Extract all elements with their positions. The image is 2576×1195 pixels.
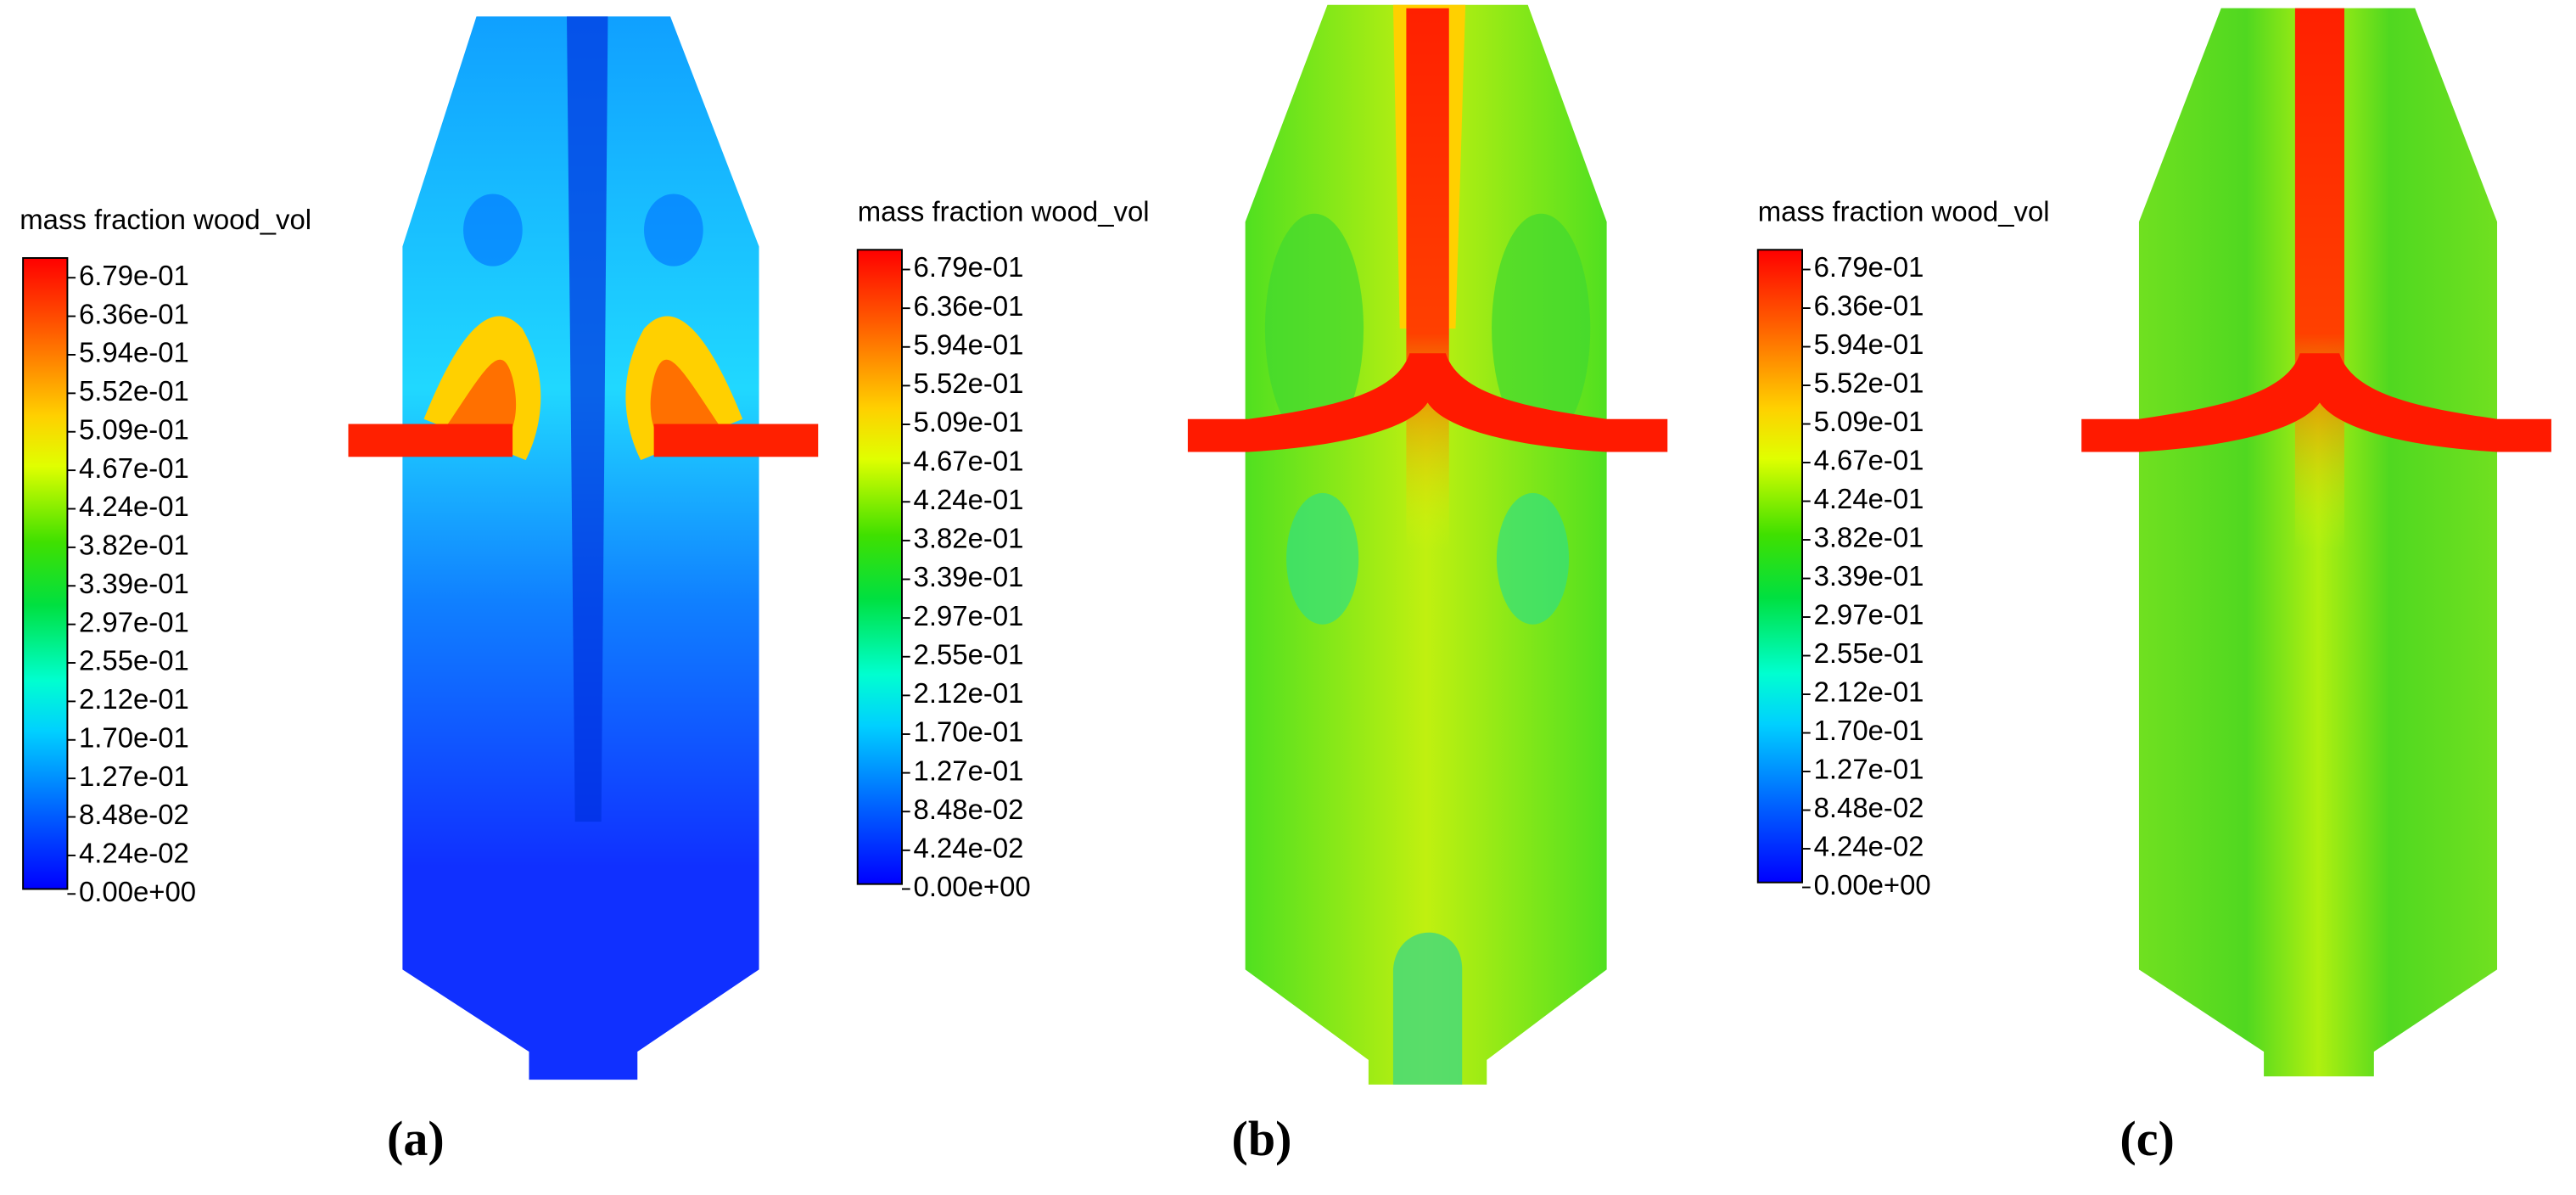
colorbar-label: 2.12e-01 bbox=[1814, 676, 1924, 708]
colorbar-label: 4.24e-01 bbox=[914, 484, 1024, 515]
colorbar-label: 1.70e-01 bbox=[79, 721, 189, 753]
colorbar-label: 4.67e-01 bbox=[1814, 445, 1924, 476]
colorbar-label: 2.97e-01 bbox=[1814, 599, 1924, 631]
colorbar-label: 4.67e-01 bbox=[79, 452, 189, 484]
colorbar-label: 5.94e-01 bbox=[914, 328, 1024, 360]
colorbar-label: 2.12e-01 bbox=[79, 683, 189, 715]
colorbar-label: 4.67e-01 bbox=[914, 445, 1024, 476]
colorbar-label: 6.79e-01 bbox=[1814, 251, 1924, 283]
colorbar-label: 4.24e-01 bbox=[1814, 483, 1924, 514]
colorbar-label: 2.97e-01 bbox=[914, 600, 1024, 631]
legend-title: mass fraction wood_vol bbox=[1758, 195, 2050, 227]
colorbar-label: 5.52e-01 bbox=[79, 375, 189, 407]
panel-caption: (c) bbox=[2120, 1111, 2174, 1166]
colorbar-label: 6.79e-01 bbox=[79, 260, 189, 291]
colorbar-label: 3.39e-01 bbox=[914, 561, 1024, 592]
panel-caption: (b) bbox=[1232, 1111, 1292, 1166]
colorbar-label: 1.27e-01 bbox=[914, 755, 1024, 786]
colorbar-label: 4.24e-01 bbox=[79, 491, 189, 522]
colorbar-label: 3.82e-01 bbox=[79, 530, 189, 561]
legend-title: mass fraction wood_vol bbox=[20, 204, 311, 235]
colorbar-label: 5.52e-01 bbox=[1814, 367, 1924, 399]
colorbar-label: 4.24e-02 bbox=[914, 833, 1024, 864]
colorbar-label: 2.55e-01 bbox=[1814, 637, 1924, 669]
colorbar bbox=[856, 249, 903, 885]
colorbar-label: 8.48e-02 bbox=[914, 794, 1024, 825]
colorbar-label: 1.70e-01 bbox=[914, 716, 1024, 748]
contour-a bbox=[348, 16, 819, 1080]
legend-title: mass fraction wood_vol bbox=[858, 195, 1150, 227]
colorbar-label: 4.24e-02 bbox=[1814, 831, 1924, 862]
colorbar-label: 3.39e-01 bbox=[79, 568, 189, 599]
colorbar-label: 5.94e-01 bbox=[79, 337, 189, 368]
colorbar-label: 8.48e-02 bbox=[79, 799, 189, 830]
contour-c bbox=[2081, 8, 2551, 1077]
colorbar bbox=[22, 257, 69, 890]
colorbar-label: 4.24e-02 bbox=[79, 838, 189, 869]
colorbar-label: 3.82e-01 bbox=[914, 523, 1024, 554]
colorbar bbox=[1756, 249, 1803, 884]
colorbar-label: 5.94e-01 bbox=[1814, 328, 1924, 360]
colorbar-label: 1.27e-01 bbox=[1814, 754, 1924, 785]
colorbar-label: 2.12e-01 bbox=[914, 677, 1024, 709]
colorbar-label: 2.55e-01 bbox=[914, 638, 1024, 670]
colorbar-label: 1.27e-01 bbox=[79, 760, 189, 792]
colorbar-label: 5.52e-01 bbox=[914, 367, 1024, 399]
colorbar-label: 2.97e-01 bbox=[79, 606, 189, 637]
colorbar-label: 6.36e-01 bbox=[914, 290, 1024, 322]
colorbar-label: 6.36e-01 bbox=[79, 298, 189, 329]
colorbar-label: 8.48e-02 bbox=[1814, 792, 1924, 823]
colorbar-label: 3.39e-01 bbox=[1814, 560, 1924, 592]
colorbar-label: 3.82e-01 bbox=[1814, 522, 1924, 553]
colorbar-label: 0.00e+00 bbox=[1814, 869, 1931, 900]
panel-caption: (a) bbox=[387, 1111, 445, 1166]
colorbar-label: 5.09e-01 bbox=[79, 413, 189, 445]
colorbar-label: 0.00e+00 bbox=[79, 876, 196, 907]
colorbar-label: 1.70e-01 bbox=[1814, 715, 1924, 746]
colorbar-label: 5.09e-01 bbox=[914, 407, 1024, 438]
colorbar-label: 5.09e-01 bbox=[1814, 406, 1924, 437]
colorbar-label: 0.00e+00 bbox=[914, 871, 1031, 902]
colorbar-label: 2.55e-01 bbox=[79, 645, 189, 676]
colorbar-label: 6.36e-01 bbox=[1814, 290, 1924, 322]
colorbar-label: 6.79e-01 bbox=[914, 251, 1024, 283]
contour-b bbox=[1187, 4, 1668, 1085]
